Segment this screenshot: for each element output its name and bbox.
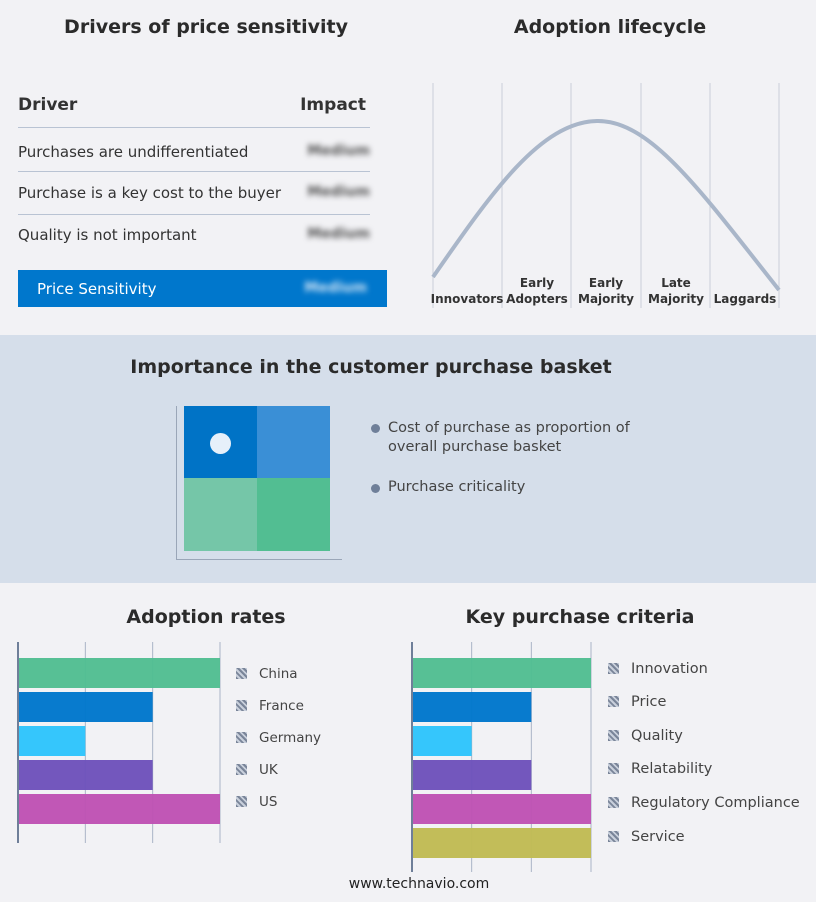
lifecycle-chart bbox=[431, 83, 781, 308]
legend-label: France bbox=[259, 698, 304, 714]
matrix-quadrant bbox=[184, 478, 257, 551]
driver-text: Quality is not important bbox=[18, 226, 197, 244]
lifecycle-stage-label: Innovators bbox=[427, 291, 507, 307]
stage-text: Laggards bbox=[713, 292, 777, 306]
legend-item: Regulatory Compliance bbox=[608, 795, 800, 811]
lifecycle-stage-label: Early Adopters bbox=[497, 275, 577, 307]
legend-item: US bbox=[236, 794, 277, 810]
matrix-quadrant bbox=[257, 406, 330, 478]
legend-item: Quality bbox=[608, 728, 683, 744]
matrix-quadrant bbox=[257, 478, 330, 551]
lifecycle-curve bbox=[431, 118, 781, 292]
legend-item: France bbox=[236, 698, 304, 714]
legend-item: UK bbox=[236, 762, 278, 778]
legend-swatch-icon bbox=[236, 764, 247, 775]
table-header: Driver Impact bbox=[18, 95, 370, 115]
stage-text: Innovators bbox=[430, 292, 504, 306]
lifecycle-stage-label: Early Majority bbox=[566, 275, 646, 307]
adoption-rates-title: Adoption rates bbox=[126, 606, 286, 628]
stage-text: Late bbox=[661, 276, 691, 290]
legend-swatch-icon bbox=[608, 663, 619, 674]
driver-col-header: Driver bbox=[18, 95, 78, 115]
legend-label: Price bbox=[631, 694, 667, 710]
stage-text: Majority bbox=[578, 292, 634, 306]
table-row: Purchases are undifferentiated Medium bbox=[18, 143, 370, 161]
drivers-title: Drivers of price sensitivity bbox=[64, 16, 348, 38]
impact-value: Medium bbox=[307, 226, 370, 242]
driver-text: Purchases are undifferentiated bbox=[18, 143, 249, 161]
legend-label: US bbox=[259, 794, 278, 810]
legend-label: China bbox=[259, 666, 298, 682]
legend-item: China bbox=[236, 666, 298, 682]
stage-text: Early bbox=[588, 276, 624, 290]
driver-text: Purchase is a key cost to the buyer bbox=[18, 184, 282, 202]
legend-swatch-icon bbox=[236, 700, 247, 711]
bar-germany bbox=[18, 726, 86, 756]
bar-price bbox=[412, 692, 532, 722]
legend-label: Germany bbox=[259, 730, 322, 746]
bar-france bbox=[18, 692, 153, 722]
basket-section bbox=[0, 335, 816, 583]
legend-swatch-icon bbox=[608, 763, 619, 774]
impact-col-header: Impact bbox=[300, 95, 366, 115]
legend-swatch-icon bbox=[608, 831, 619, 842]
legend-item: Relatability bbox=[608, 761, 712, 777]
legend-swatch-icon bbox=[236, 732, 247, 743]
legend-swatch-icon bbox=[608, 797, 619, 808]
bar-innovation bbox=[412, 658, 591, 688]
bar-china bbox=[18, 658, 220, 688]
legend-item: Price bbox=[608, 694, 666, 710]
legend-label: Innovation bbox=[631, 661, 708, 677]
legend-swatch-icon bbox=[608, 730, 619, 741]
summary-label: Price Sensitivity bbox=[37, 280, 157, 298]
bar-relatability bbox=[412, 760, 532, 790]
impact-value: Medium bbox=[307, 184, 370, 200]
legend-item: Service bbox=[608, 829, 685, 845]
bar-service bbox=[412, 828, 591, 858]
bar-quality bbox=[412, 726, 472, 756]
impact-value: Medium bbox=[307, 143, 370, 159]
legend-swatch-icon bbox=[608, 696, 619, 707]
stage-text: Adopters bbox=[506, 292, 568, 306]
legend-label: Relatability bbox=[631, 761, 713, 777]
price-sensitivity-summary: Price Sensitivity Medium bbox=[18, 270, 387, 307]
stage-text: Majority bbox=[648, 292, 704, 306]
bar-us bbox=[18, 794, 220, 824]
basket-legend-item: Cost of purchase as proportion of overal… bbox=[371, 419, 648, 457]
position-marker bbox=[210, 433, 231, 454]
legend-item: Innovation bbox=[608, 661, 708, 677]
basket-legend-item: Purchase criticality bbox=[371, 479, 525, 495]
summary-impact: Medium bbox=[304, 280, 367, 296]
legend-swatch-icon bbox=[236, 668, 247, 679]
kpc-title: Key purchase criteria bbox=[465, 606, 695, 628]
bar-uk bbox=[18, 760, 153, 790]
legend-item: Germany bbox=[236, 730, 321, 746]
legend-label: Service bbox=[631, 829, 685, 845]
legend-swatch-icon bbox=[236, 796, 247, 807]
table-row: Purchase is a key cost to the buyer Mediu… bbox=[18, 184, 370, 202]
basket-title: Importance in the customer purchase bask… bbox=[130, 356, 612, 378]
legend-label: Regulatory Compliance bbox=[631, 795, 800, 811]
lifecycle-stage-label: Late Majority bbox=[636, 275, 716, 307]
lifecycle-stage-label: Laggards bbox=[705, 291, 785, 307]
stage-text: Early bbox=[519, 276, 555, 290]
footer-url: www.technavio.com bbox=[348, 876, 490, 892]
legend-label: Quality bbox=[631, 728, 683, 744]
legend-label: UK bbox=[259, 762, 278, 778]
table-row: Quality is not important Medium bbox=[18, 226, 370, 244]
lifecycle-title: Adoption lifecycle bbox=[513, 16, 707, 38]
bar-regulatory-compliance bbox=[412, 794, 591, 824]
